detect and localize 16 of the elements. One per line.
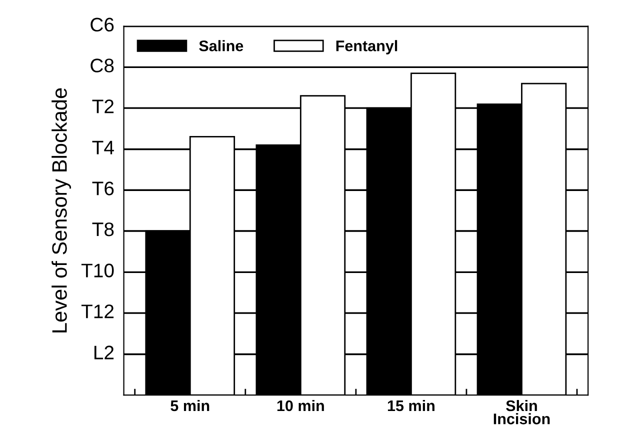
x-tick-label: 10 min bbox=[277, 400, 324, 412]
legend-label: Fentanyl bbox=[336, 40, 398, 54]
ref-line-label: C6 bbox=[90, 18, 114, 32]
ref-line-label: T6 bbox=[92, 182, 114, 196]
ref-line-label: T10 bbox=[81, 264, 114, 278]
ref-line-label: T2 bbox=[92, 100, 114, 114]
x-tick-label: Skin Incision bbox=[494, 400, 550, 424]
ref-line-label: T12 bbox=[81, 304, 114, 318]
legend-label: Saline bbox=[199, 40, 244, 52]
x-tick-label: 15 min bbox=[388, 400, 434, 412]
y-axis-title: Level of Sensory Blockade bbox=[52, 88, 72, 332]
ref-line-label: C8 bbox=[90, 58, 114, 72]
ref-line-label: L2 bbox=[94, 346, 114, 360]
ref-line-label: T8 bbox=[92, 222, 114, 236]
x-tick-label: 5 min bbox=[170, 400, 210, 412]
ref-line-label: T4 bbox=[92, 140, 114, 154]
